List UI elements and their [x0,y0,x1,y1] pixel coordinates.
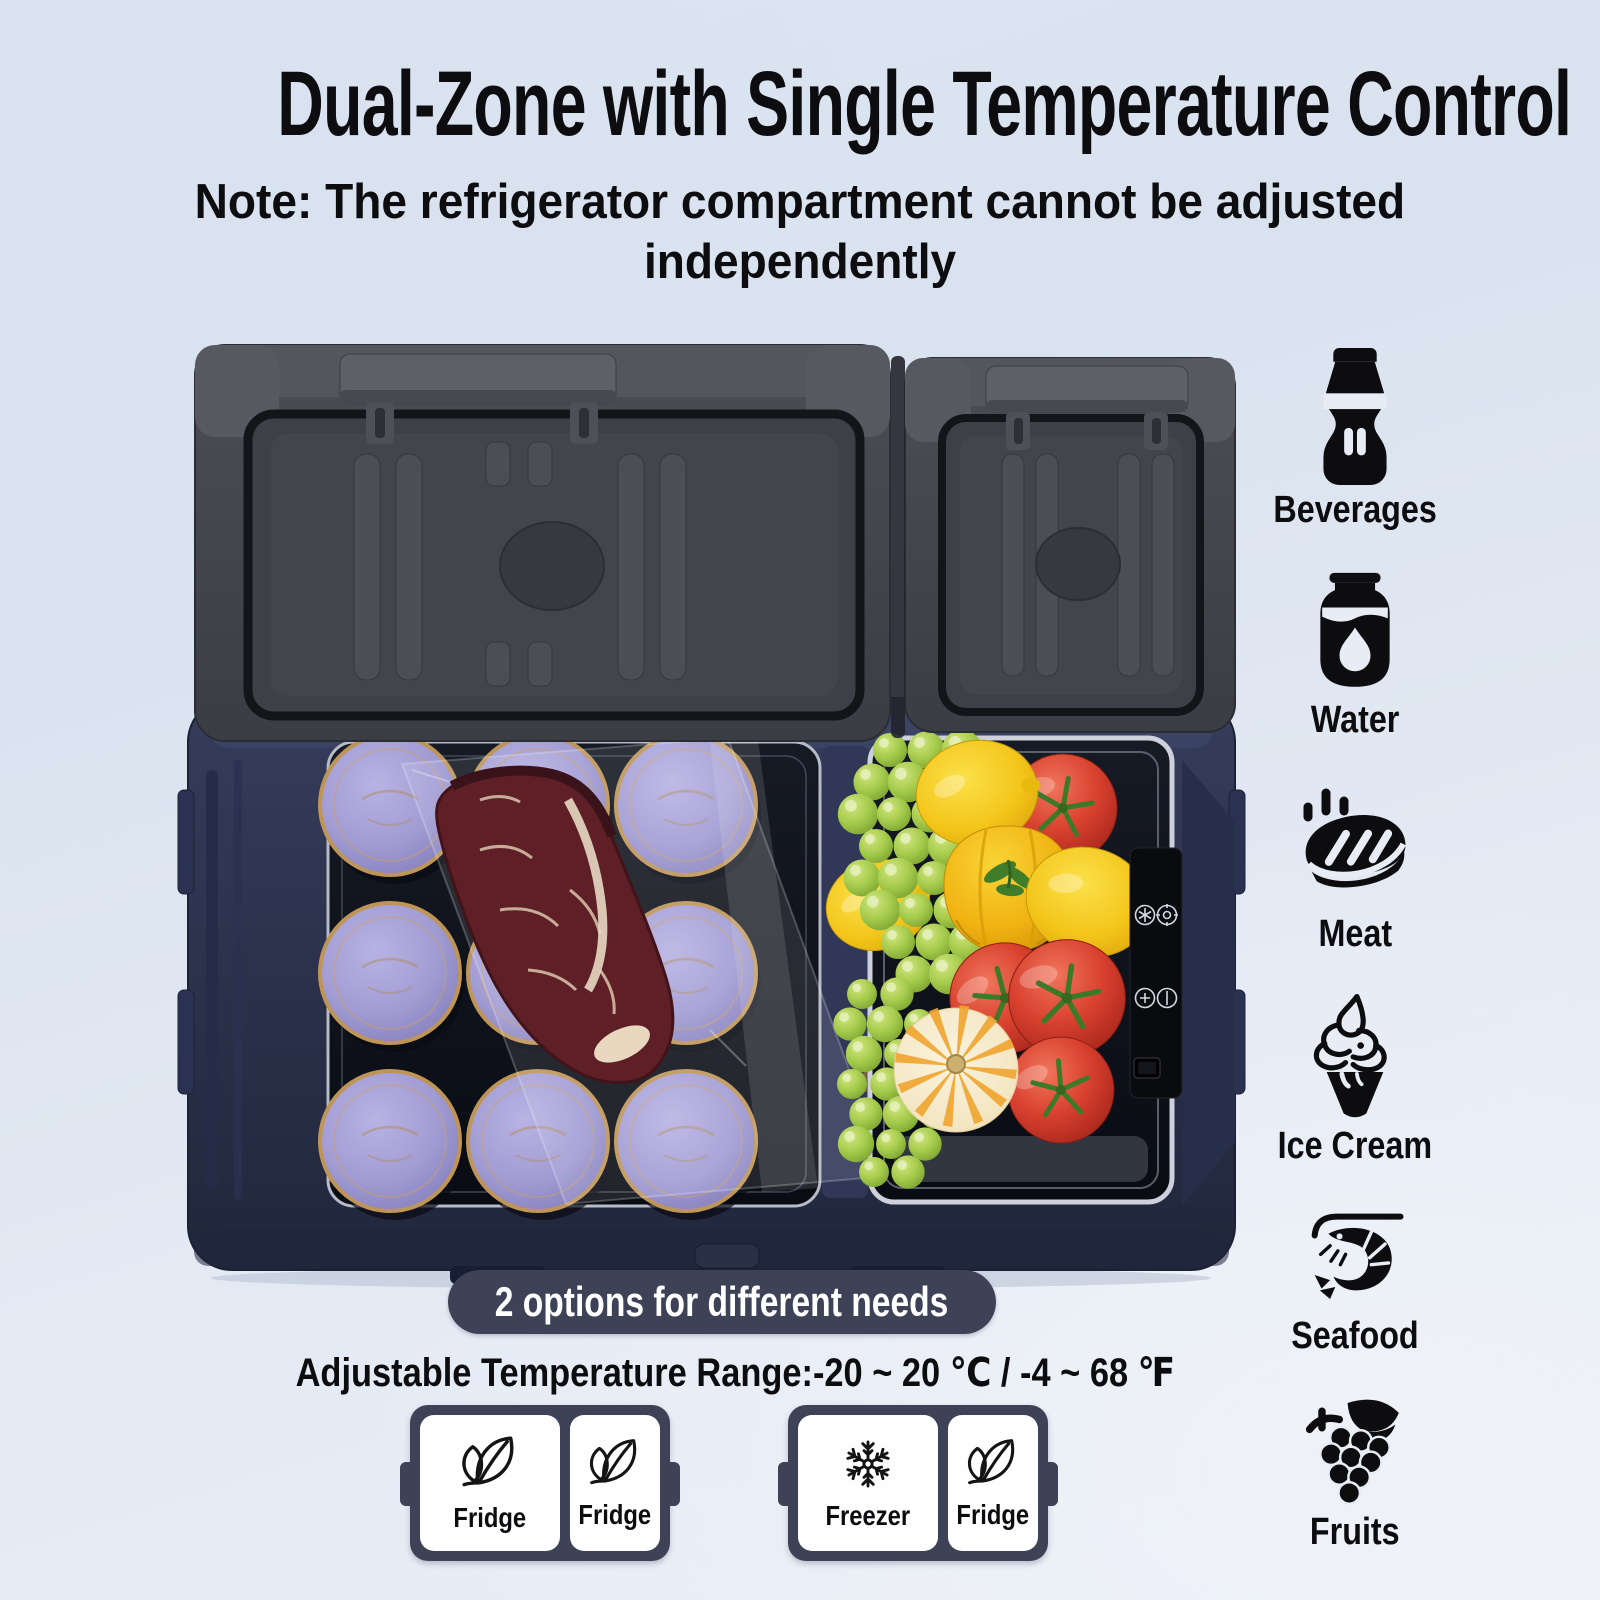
right-compartment [815,729,1175,1205]
cooler-product-photo [177,344,1246,1289]
sidebar-item-beverages: Beverages [1252,342,1458,532]
zone-label: Fridge [453,1501,527,1533]
striped-mini-squash [893,1005,1019,1133]
grape-cluster-bottom [833,977,968,1189]
sidebar-item-seafood: Seafood [1252,1208,1458,1358]
left-lid-latch [339,353,617,444]
water-jug-icon [1320,572,1390,687]
steak-icon [1303,788,1406,888]
sidebar-item-fruits: Fruits [1252,1398,1458,1554]
zone-fridge: Fridge [420,1415,560,1551]
leaf-icon [462,1435,514,1486]
zone-fridge: Fridge [948,1415,1038,1551]
food-label: Fruits [1310,1511,1400,1553]
option-card-freezer-fridge: Freezer Fridge [778,1405,1058,1561]
food-label: Seafood [1291,1315,1419,1357]
temp-mode-icon [1134,904,1156,926]
food-label: Water [1310,699,1400,741]
grapes-icon [1305,1399,1399,1505]
temperature-range-text: Adjustable Temperature Range:-20 ~ 20 ℃ … [295,1351,1175,1395]
food-label: Ice Cream [1277,1125,1433,1167]
vacuum-sealed-steak [400,736,890,1206]
food-label: Beverages [1273,489,1437,531]
power-icon [1156,987,1178,1009]
leaf-icon [967,1438,1015,1484]
zone-label: Freezer [825,1499,911,1531]
left-compartment [318,733,890,1220]
leaf-icon [589,1438,637,1484]
ice-cream-cone-icon [1313,993,1387,1118]
note-text: Note: The refrigerator compartment canno… [194,175,1406,289]
zone-label: Fridge [578,1498,652,1530]
right-lid-latch [985,365,1189,450]
soda-bottle-icon [1323,347,1387,485]
control-panel [1129,760,1235,1206]
page-title: Dual-Zone with Single Temperature Contro… [277,53,1572,155]
sidebar-item-water: Water [1252,560,1458,742]
sidebar-item-meat: Meat [1252,772,1458,956]
settings-icon [1156,904,1178,926]
sidebar-item-ice-cream: Ice Cream [1252,982,1458,1168]
zone-label: Fridge [956,1498,1030,1530]
snowflake-icon [846,1440,890,1487]
plus-icon [1134,987,1156,1009]
option-card-fridge-fridge: Fridge Fridge [400,1405,680,1561]
zone-fridge: Fridge [570,1415,660,1551]
shrimp-icon [1311,1213,1404,1299]
fruits-and-vegetables [815,729,1168,1189]
zone-freezer: Freezer [798,1415,938,1551]
left-lid [194,344,891,742]
options-banner: 2 options for different needs [448,1270,996,1334]
food-label: Meat [1318,913,1392,955]
right-lid [904,357,1236,733]
